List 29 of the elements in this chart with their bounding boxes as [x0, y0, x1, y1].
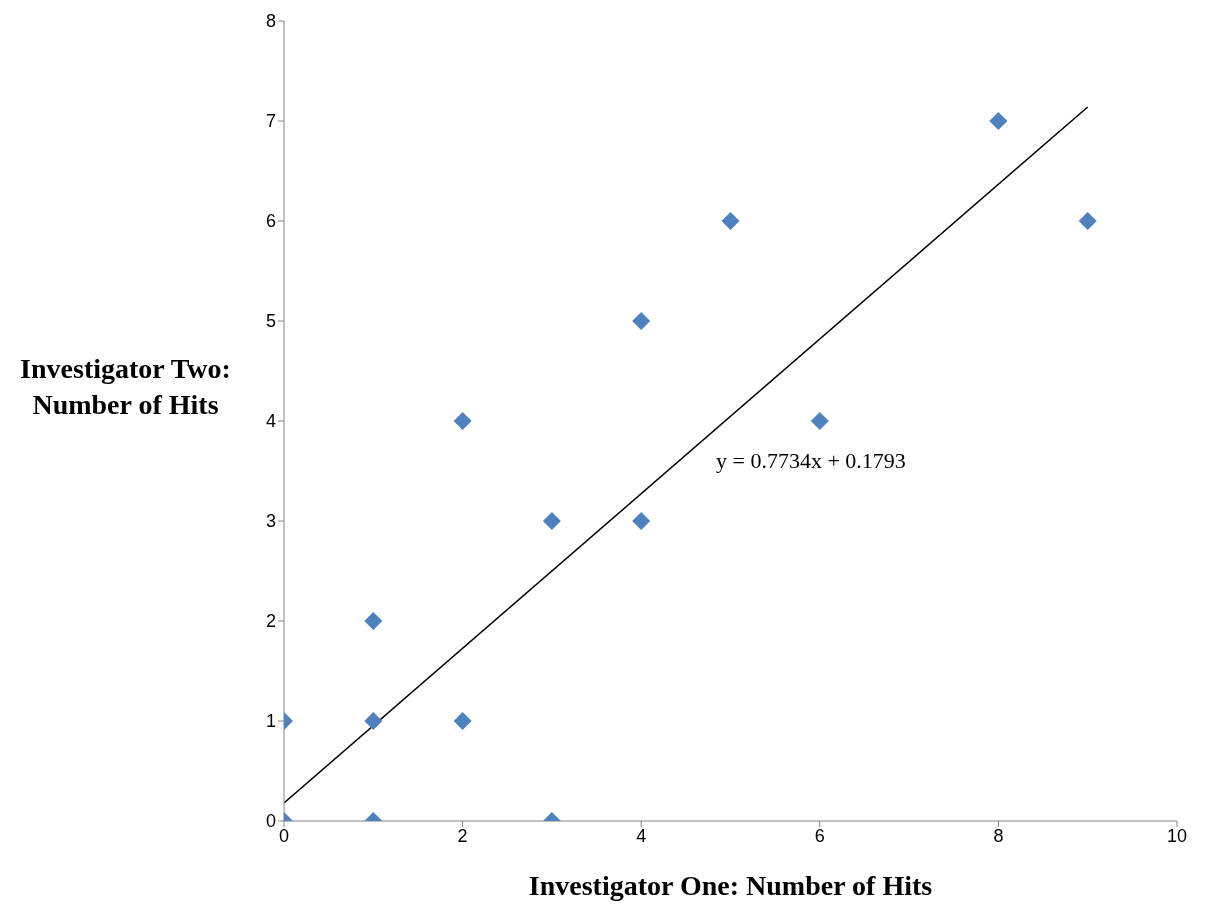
- x-tick-label: 4: [636, 825, 647, 846]
- x-tick-label: 2: [457, 825, 468, 846]
- y-axis-title: Investigator Two: Number of Hits: [19, 352, 232, 422]
- x-axis-title: Investigator One: Number of Hits: [527, 870, 934, 902]
- y-tick-label: 3: [265, 511, 276, 532]
- point: [632, 512, 651, 530]
- y-tick-label: 4: [265, 411, 276, 432]
- x-tick-label: 10: [1166, 825, 1188, 846]
- point: [632, 312, 651, 330]
- point: [364, 612, 383, 630]
- point: [453, 412, 472, 430]
- y-tick-label: 1: [265, 711, 276, 732]
- y-tick-label: 5: [265, 311, 276, 332]
- y-tick-label: 6: [265, 211, 276, 232]
- y-tick-label: 0: [265, 811, 276, 832]
- point: [453, 712, 472, 730]
- x-tick-label: 0: [278, 825, 290, 846]
- point: [721, 212, 740, 230]
- point: [1078, 212, 1097, 230]
- y-tick-label: 2: [265, 611, 276, 632]
- x-tick-label: 6: [814, 825, 825, 846]
- point: [364, 712, 383, 730]
- annotation: y = 0.7734x + 0.1793: [716, 448, 906, 474]
- y-tick-label: 8: [265, 11, 276, 32]
- x-tick-label: 8: [993, 825, 1004, 846]
- point: [989, 112, 1008, 130]
- y-tick-label: 7: [265, 111, 276, 132]
- point: [542, 512, 561, 530]
- point: [810, 412, 829, 430]
